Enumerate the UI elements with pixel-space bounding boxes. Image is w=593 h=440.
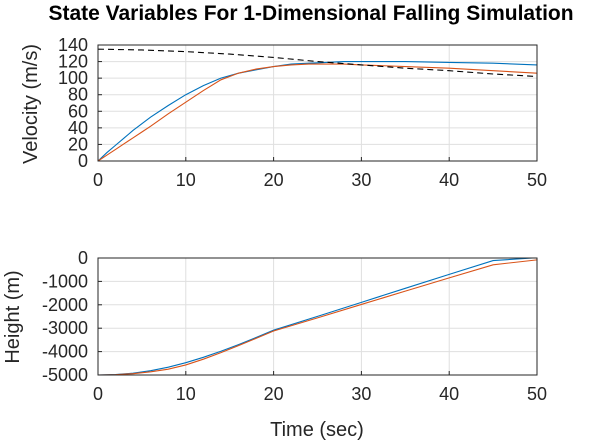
velocity-y-tick-label: 40 xyxy=(68,118,88,138)
height-y-tick-label: -5000 xyxy=(42,365,88,385)
height-plot: 0 10 20 30 40 50 -5000 -4000 -3000 -2000 -1000 0 xyxy=(42,248,547,404)
velocity-y-tick-label: 20 xyxy=(68,134,88,154)
velocity-axes-frame xyxy=(97,44,538,162)
height-y-tick-label: -2000 xyxy=(42,295,88,315)
velocity-y-tick-label: 60 xyxy=(68,101,88,121)
height-x-tick-label: 40 xyxy=(439,384,459,404)
velocity-y-tick-label: 0 xyxy=(78,151,88,171)
velocity-x-tick-label: 30 xyxy=(351,170,371,190)
height-y-tick-label: -3000 xyxy=(42,318,88,338)
height-x-tick-label: 20 xyxy=(264,384,284,404)
velocity-x-tick-label: 0 xyxy=(93,170,103,190)
height-y-axis-label: Height (m) xyxy=(2,270,24,363)
velocity-x-tick-label: 50 xyxy=(527,170,547,190)
velocity-y-tick-label: 100 xyxy=(58,68,88,88)
height-series-0-line xyxy=(97,257,537,376)
height-x-tick-label: 50 xyxy=(527,384,547,404)
height-x-tick-label: 30 xyxy=(351,384,371,404)
height-y-tick-label: -1000 xyxy=(42,271,88,291)
velocity-y-tick-label: 80 xyxy=(68,85,88,105)
velocity-y-axis-label: Velocity (m/s) xyxy=(20,44,42,164)
velocity-x-tick-label: 40 xyxy=(439,170,459,190)
velocity-series-2-line xyxy=(97,48,538,78)
height-y-tick-label: -4000 xyxy=(42,342,88,362)
velocity-series-1-line xyxy=(97,63,538,162)
height-x-tick-label: 10 xyxy=(176,384,196,404)
chart-title: State Variables For 1-Dimensional Fallin… xyxy=(48,2,573,25)
velocity-x-tick-label: 20 xyxy=(264,170,284,190)
height-x-tick-label: 0 xyxy=(93,384,103,404)
velocity-y-tick-label: 140 xyxy=(58,35,88,55)
velocity-x-tick-label: 10 xyxy=(176,170,196,190)
height-y-tick-label: 0 xyxy=(78,248,88,268)
height-series-1-line xyxy=(97,259,538,376)
velocity-y-tick-label: 120 xyxy=(58,52,88,72)
height-x-axis-label: Time (sec) xyxy=(270,419,364,440)
height-axes-frame xyxy=(97,257,538,376)
